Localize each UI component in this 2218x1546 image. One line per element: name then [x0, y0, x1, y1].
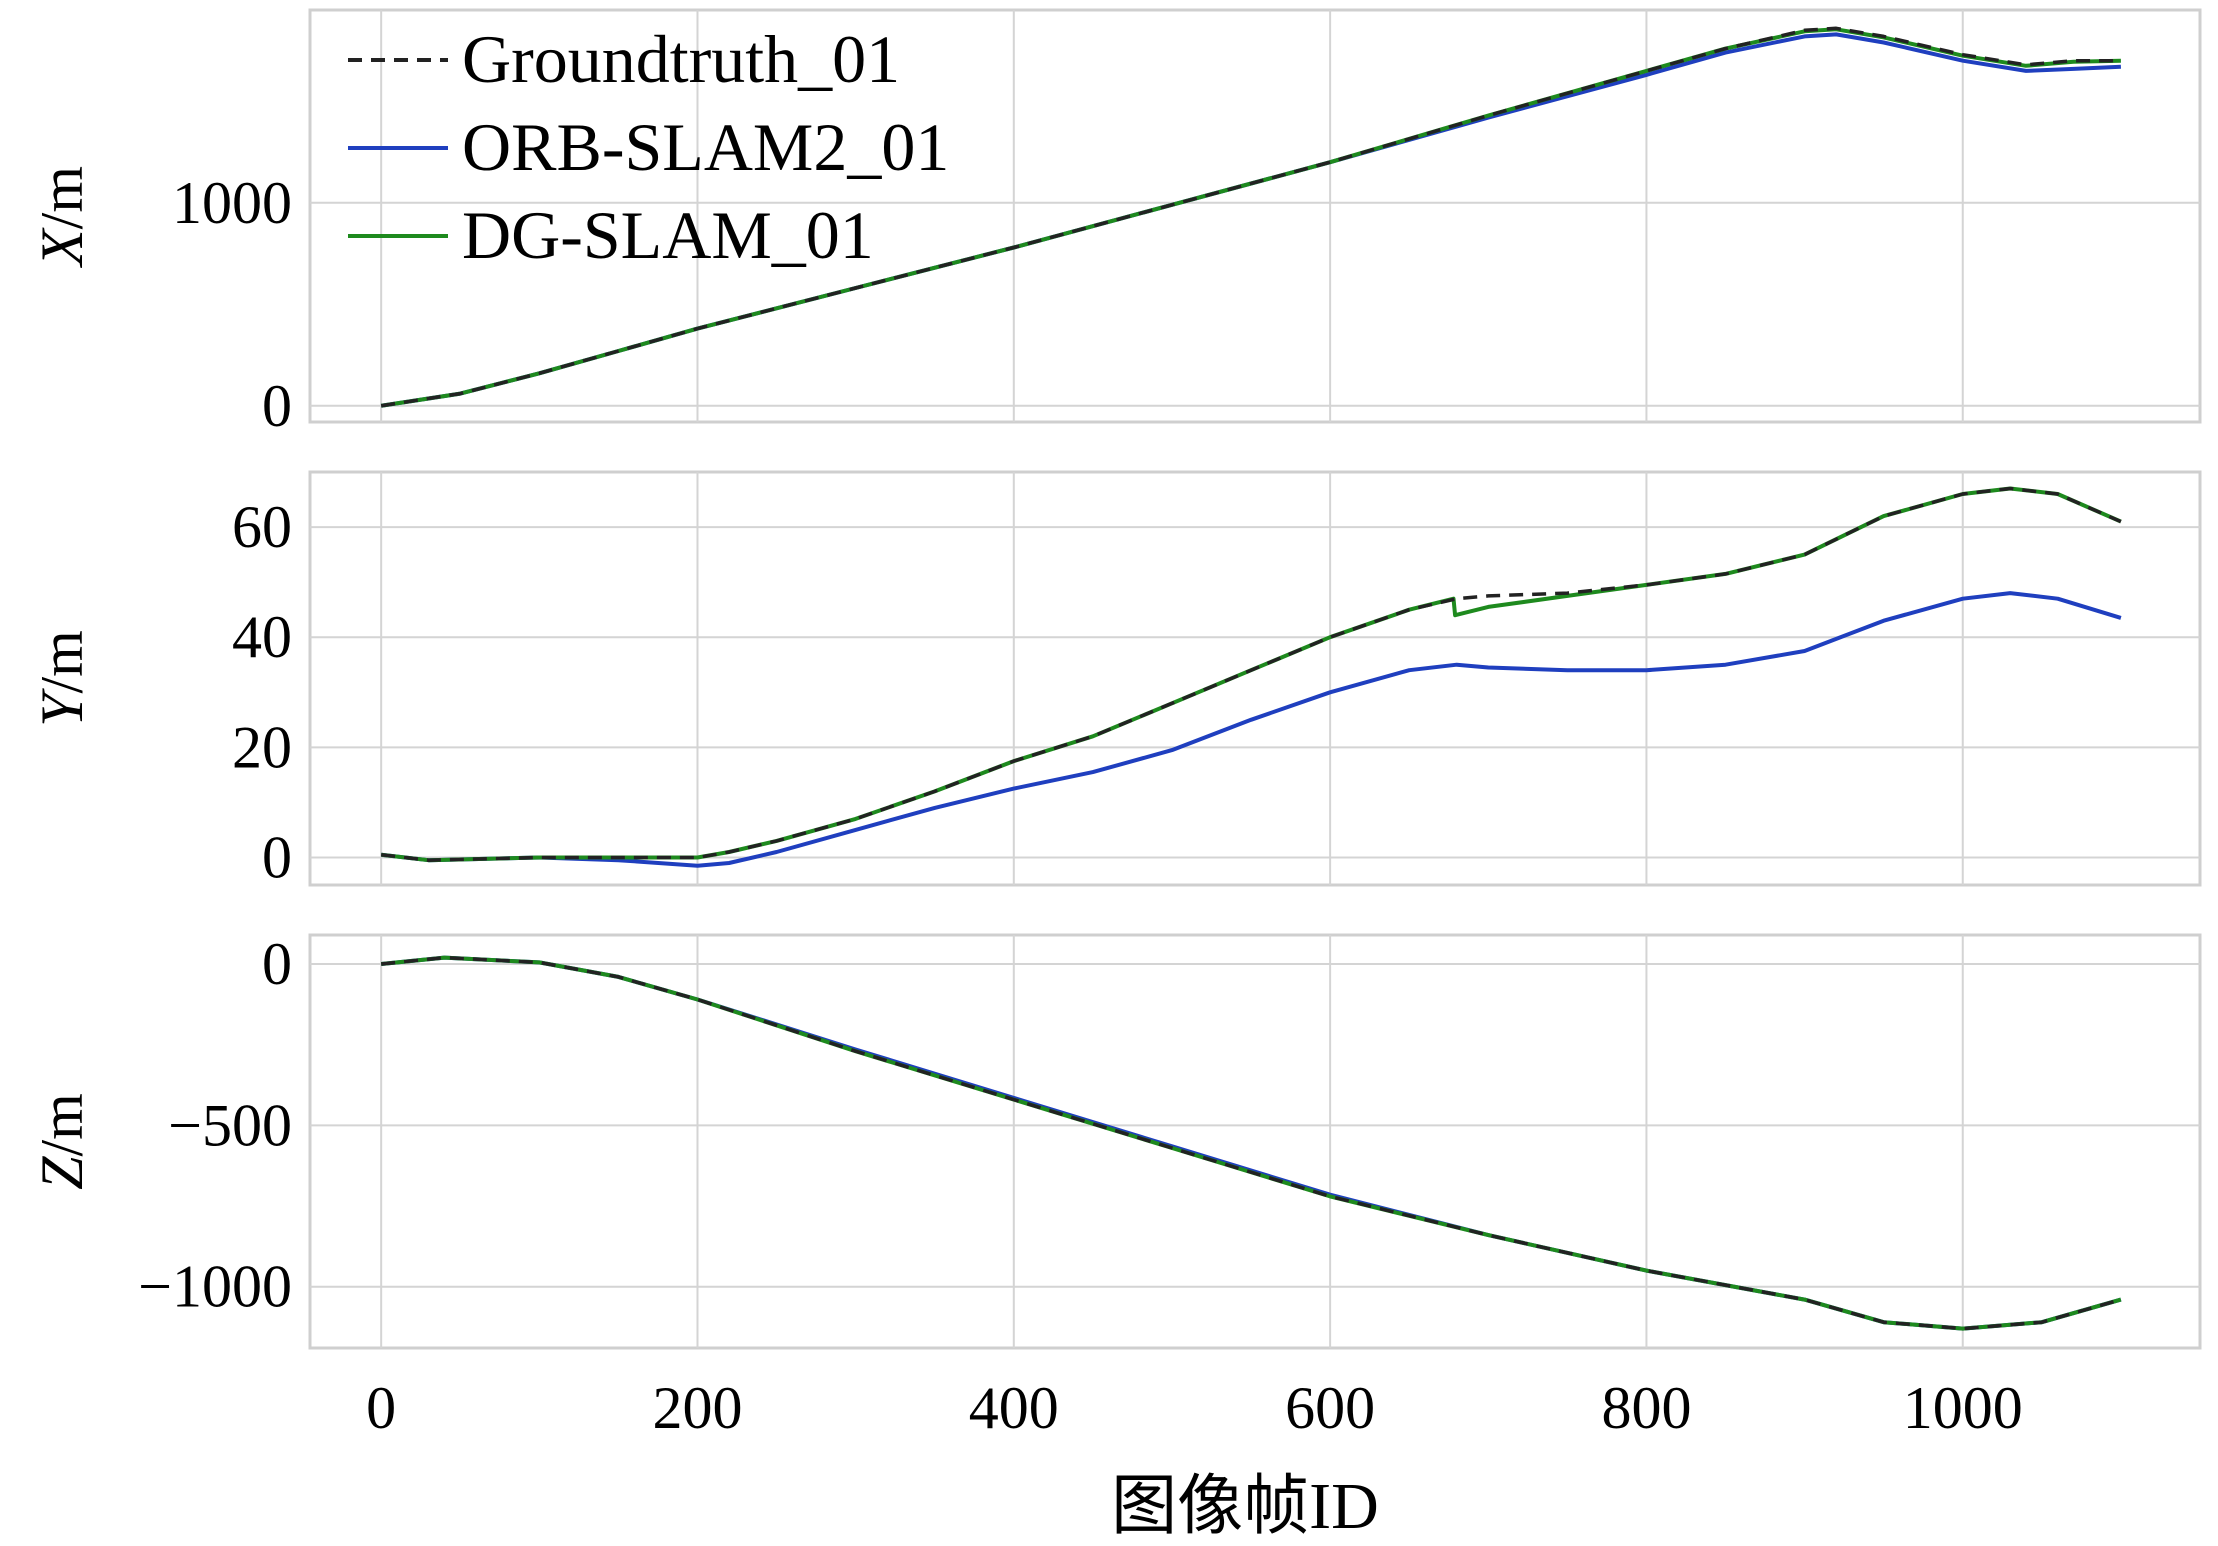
- legend-label-orb-slam2-01: ORB-SLAM2_01: [462, 109, 949, 185]
- panel-frame: [308, 933, 2202, 1350]
- y-axis-label: Y/m: [29, 630, 95, 727]
- x-tick-label: 200: [652, 1375, 742, 1441]
- legend-label-dg-slam-01: DG-SLAM_01: [462, 197, 874, 273]
- x-tick-label: 600: [1285, 1375, 1375, 1441]
- panel-3: 0 −500 −1000 Z/m: [29, 931, 2202, 1350]
- panel-frame: [308, 470, 2202, 887]
- y-axis-label: Z/m: [29, 1093, 95, 1190]
- panel-1: 0 1000 X/m: [29, 8, 2202, 439]
- y-tick-label: 0: [262, 824, 292, 890]
- series-line-groundtruth-01: [380, 486, 2122, 862]
- y-tick-label: 0: [262, 931, 292, 997]
- series-line-groundtruth-01: [381, 955, 2122, 1331]
- x-tick-label: 400: [969, 1375, 1059, 1441]
- x-tick-label: 0: [366, 1375, 396, 1441]
- y-axis-label: X/m: [29, 166, 95, 268]
- legend: Groundtruth_01 ORB-SLAM2_01 DG-SLAM_01: [348, 21, 949, 273]
- y-tick-label: 0: [262, 373, 292, 439]
- series-line-orb-slam2-01: [380, 591, 2122, 868]
- x-tick-label: 800: [1601, 1375, 1691, 1441]
- panel-2: 0 20 40 60 Y/m: [29, 470, 2202, 890]
- y-tick-label: −500: [168, 1092, 292, 1158]
- y-tick-label: −1000: [138, 1254, 292, 1320]
- y-tick-label: 40: [232, 604, 292, 670]
- panel-frame: [308, 8, 2202, 424]
- x-tick-label: 1000: [1903, 1375, 2023, 1441]
- y-tick-label: 60: [232, 494, 292, 560]
- y-tick-label: 1000: [172, 170, 292, 236]
- y-tick-label: 20: [232, 714, 292, 780]
- x-axis-label: 图像帧ID: [1111, 1470, 1379, 1543]
- legend-label-groundtruth-01: Groundtruth_01: [462, 21, 900, 97]
- series-line-groundtruth-01: [380, 26, 2121, 408]
